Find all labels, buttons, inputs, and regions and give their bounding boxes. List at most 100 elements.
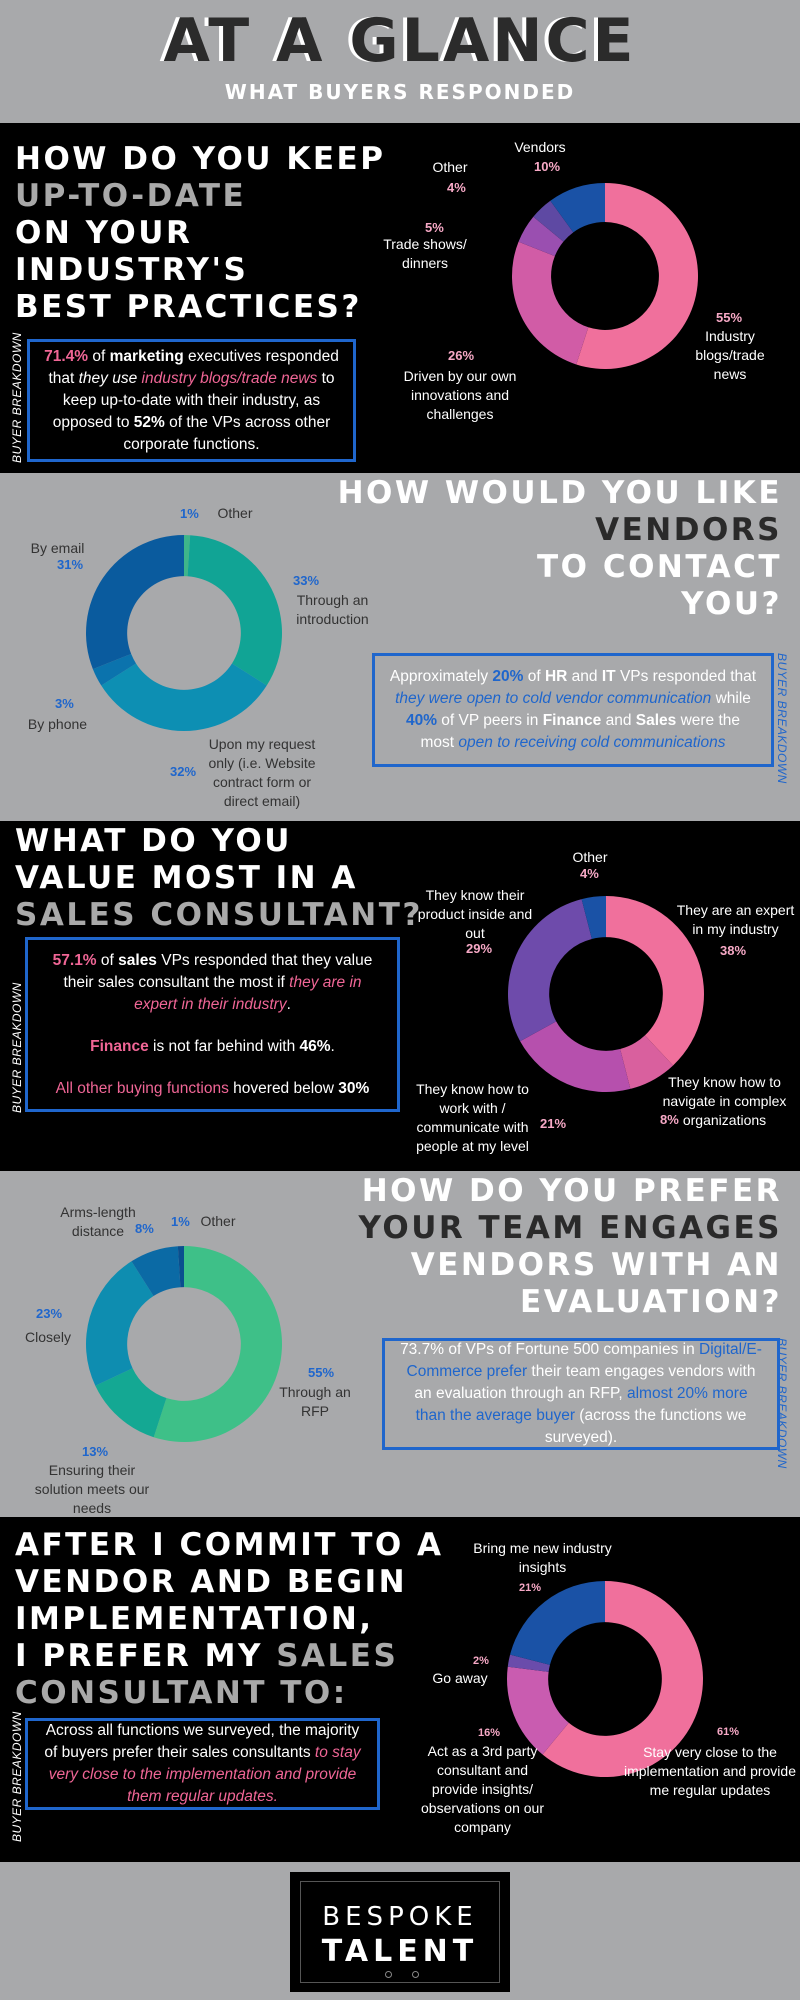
slice-label: By phone [27,716,88,732]
slice-label: Other [217,505,253,521]
slice-value: 4% [580,866,599,881]
q3-line: WHAT DO YOU [15,823,292,859]
q1-line: INDUSTRY'S [15,252,249,288]
slice-value: 2% [473,1655,489,1667]
donut-slice [533,200,574,242]
slice-value: 10% [534,159,561,174]
q1-insight-box: 71.4% of marketing executives responded … [27,339,356,462]
slice-label: Act as a 3rd party consultant and provid… [421,1743,544,1835]
q1-line: ON YOUR [15,215,193,251]
slice-label: By email [30,540,85,556]
footer: BESPOKE TALENT [0,1862,800,2000]
brand-line-2: TALENT [321,1934,479,1969]
donut-slice [184,535,191,577]
slice-label: Closely [25,1329,71,1345]
question-2-heading: HOW WOULD YOU LIKE VENDORS TO CONTACT YO… [338,475,782,623]
slice-label: Other [432,159,468,175]
page-subtitle: WHAT BUYERS RESPONDED [224,80,576,104]
q3-line: SALES CONSULTANT? [15,897,423,933]
donut-slice [520,1021,631,1092]
q2-line: TO CONTACT [537,549,782,585]
donut-chart [507,1581,703,1777]
donut-chart [512,183,698,369]
slice-value: 1% [171,1214,190,1229]
q5-line: VENDOR AND BEGIN [15,1564,408,1600]
q5-line: IMPLEMENTATION, [15,1601,374,1637]
donut-slice [86,1261,154,1386]
q1-line: BEST PRACTICES? [15,289,362,325]
slice-value: 29% [466,941,493,956]
q5-insight-box: Across all functions we surveyed, the ma… [25,1718,380,1810]
header: AT A GLANCE WHAT BUYERS RESPONDED [0,0,800,123]
slice-label: They know how to navigate in complex org… [662,1074,787,1128]
buyer-breakdown-label: BUYER BREAKDOWN [775,1338,789,1469]
slice-label: Stay very close to the implementation an… [624,1744,796,1798]
donut-slice [177,1246,184,1288]
donut-slice [131,1246,181,1297]
slice-label: They know their product inside and out [417,887,533,941]
donut-slice [510,1581,605,1665]
donut-slice [620,1035,674,1089]
question-3-heading: WHAT DO YOU VALUE MOST IN A SALES CONSUL… [15,823,423,934]
donut-slice [92,653,137,686]
donut-slice [576,183,698,369]
slice-value: 55% [308,1365,335,1380]
q3-line-a: 57.1% of sales VPs responded that they v… [52,951,373,1013]
slice-value: 16% [478,1727,501,1739]
q2-line: HOW WOULD YOU LIKE [337,475,782,511]
slice-label: Driven by our own innovations and challe… [403,368,517,422]
buyer-breakdown-label: BUYER BREAKDOWN [775,653,789,784]
slice-value: 3% [55,696,74,711]
donut-slice [581,896,606,939]
slice-value: 13% [82,1444,109,1459]
brand-logo: BESPOKE TALENT [290,1872,510,1992]
slice-label: Other [200,1213,236,1229]
donut-slice [542,1581,703,1777]
q1-line: UP-TO-DATE [15,178,247,214]
slice-value: 32% [170,764,197,779]
donut-slice [153,1246,283,1442]
slice-label: They are an expert in my industry [676,902,795,937]
donut-slice [95,1368,167,1438]
slice-label: Through an introduction [296,592,369,627]
section-team-evaluation: HOW DO YOU PREFER YOUR TEAM ENGAGES VEND… [0,1171,800,1517]
q3-insight-box: 57.1% of sales VPs responded that they v… [25,937,400,1112]
q2-line: VENDORS [595,512,782,548]
slice-value: 23% [36,1306,63,1321]
q4-line: EVALUATION? [520,1284,782,1320]
q5-line: I PREFER MY SALES [15,1638,399,1674]
donut-slice [86,535,184,670]
section-sales-consultant-value: WHAT DO YOU VALUE MOST IN A SALES CONSUL… [0,821,800,1171]
slice-value: 4% [447,180,466,195]
q3-line-c: All other buying functions hovered below… [55,1079,370,1097]
q3-line-b: Finance is not far behind with 46%. [90,1037,335,1055]
slice-label: Arms-length distance [60,1204,136,1239]
donut-slice [101,663,267,731]
donut-slice [507,1654,550,1672]
q2-line: YOU? [681,586,782,622]
question-4-heading: HOW DO YOU PREFER YOUR TEAM ENGAGES VEND… [359,1173,783,1321]
section-after-commit: AFTER I COMMIT TO A VENDOR AND BEGIN IMP… [0,1517,800,1862]
q5-line: CONSULTANT TO: [15,1675,348,1711]
q4-insight-box: 73.7% of VPs of Fortune 500 companies in… [382,1338,780,1450]
slice-value: 38% [720,943,747,958]
buyer-breakdown-label: BUYER BREAKDOWN [10,1711,24,1842]
buyer-breakdown-label: BUYER BREAKDOWN [10,332,24,463]
donut-slice [507,1666,569,1755]
q1-line: HOW DO YOU KEEP [15,141,386,177]
slice-value: 21% [519,1582,542,1594]
donut-chart [86,535,282,731]
slice-label: Other [572,849,608,865]
slice-label: Go away [432,1670,488,1686]
slice-label: Vendors [514,139,566,155]
slice-label: Bring me new industry insights [473,1540,612,1575]
slice-value: 33% [293,573,320,588]
slice-value: 26% [448,348,475,363]
slice-label: They know how to work with / communicate… [416,1081,529,1154]
slice-value: 21% [540,1116,567,1131]
section-industry-best-practices: HOW DO YOU KEEP UP-TO-DATE ON YOUR INDUS… [0,123,800,473]
donut-chart [508,896,704,1092]
slice-value: 8% [135,1221,154,1236]
brand-line-1: BESPOKE [322,1902,478,1932]
donut-slice [508,899,592,1042]
